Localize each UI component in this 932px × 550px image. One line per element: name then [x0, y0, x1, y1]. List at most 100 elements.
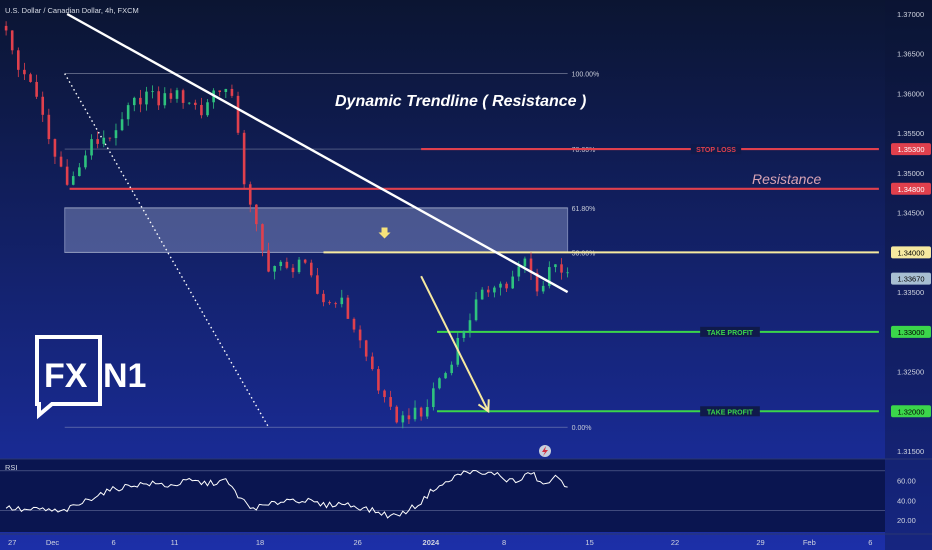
candle: [389, 397, 392, 407]
forecast-arrow-line: [420, 275, 490, 412]
candle: [4, 25, 8, 31]
stop-loss-label: STOP LOSS: [696, 147, 736, 154]
rsi-panel: RSI 60.00 40.00 20.00: [0, 458, 932, 532]
time-tick-12: 6: [868, 538, 872, 547]
candle: [78, 167, 81, 177]
candle: [462, 331, 466, 338]
candle: [65, 166, 69, 185]
fib-label-3: 50.00%: [572, 250, 596, 257]
candle: [90, 139, 93, 156]
candle: [273, 266, 276, 272]
fib-label-4: 0.00%: [572, 425, 592, 432]
price-tick-3: 1.35500: [897, 129, 924, 138]
time-tick-2: 6: [111, 538, 115, 547]
candle: [309, 262, 313, 276]
stop-loss-label-bg: [690, 144, 742, 155]
candle: [377, 369, 380, 391]
candle: [474, 299, 478, 321]
rsi-background: [0, 459, 885, 532]
time-tick-11: Feb: [803, 538, 816, 547]
candle: [493, 287, 496, 293]
fib-label-1: 78.60%: [572, 147, 596, 154]
candle: [303, 259, 307, 263]
candle: [548, 267, 551, 286]
candle: [328, 302, 331, 304]
price-tag-2: 1.34000: [897, 248, 924, 257]
candle: [47, 114, 51, 140]
candle: [84, 155, 87, 168]
resistance-zone: [64, 207, 569, 253]
candle: [96, 139, 99, 144]
price-tag-bg-0: [891, 143, 931, 156]
candle: [175, 90, 179, 99]
candle: [145, 91, 148, 105]
price-tick-1: 1.36500: [897, 50, 924, 59]
candle: [236, 95, 240, 133]
candle: [187, 102, 191, 104]
time-tick-6: 2024: [423, 538, 441, 547]
candle: [71, 176, 75, 185]
candle: [352, 318, 356, 330]
time-axis[interactable]: 27 Dec 6 11 18 26 2024 8 15 22 29 Feb 6: [0, 533, 932, 547]
price-tag-bg-3: [891, 272, 931, 285]
fib-label-2: 61.80%: [572, 206, 596, 213]
candle: [194, 102, 197, 105]
candle: [407, 415, 411, 420]
dynamic-trendline: [66, 12, 569, 294]
time-tick-10: 29: [756, 538, 764, 547]
candle: [218, 90, 222, 93]
candle: [413, 407, 417, 420]
candle: [480, 289, 484, 300]
candles: [4, 21, 569, 429]
candle: [285, 261, 289, 268]
take-profit-1-label: TAKE PROFIT: [707, 330, 754, 337]
price-tick-5: 1.34500: [897, 209, 924, 218]
candle: [10, 30, 14, 51]
candle: [395, 406, 399, 423]
candle: [444, 373, 447, 379]
down-arrow-marker: [378, 227, 391, 239]
candle: [230, 88, 234, 96]
time-tick-9: 22: [671, 538, 679, 547]
candle: [126, 105, 130, 120]
price-tag-bg-2: [891, 246, 931, 259]
candle: [163, 93, 167, 106]
candle: [554, 264, 557, 268]
candle: [151, 91, 154, 93]
candle: [371, 356, 374, 370]
rsi-label: RSI: [5, 463, 18, 472]
lightning-icon[interactable]: [539, 445, 551, 457]
price-tick-9: 1.32500: [897, 368, 924, 377]
candle: [255, 204, 258, 225]
price-tag-5: 1.32000: [897, 407, 924, 416]
candle: [486, 289, 490, 293]
candle: [224, 88, 228, 93]
candle: [248, 184, 252, 205]
candle: [535, 272, 539, 292]
time-tick-5: 26: [353, 538, 361, 547]
time-tick-0: 27: [8, 538, 16, 547]
candle: [450, 364, 453, 374]
candle: [438, 378, 441, 389]
time-tick-3: 11: [171, 538, 179, 547]
price-tag-bg-4: [891, 325, 931, 338]
candle: [499, 283, 502, 288]
candle: [340, 297, 344, 305]
candle: [358, 329, 362, 341]
candle: [566, 272, 569, 274]
price-tag-1: 1.34800: [897, 185, 924, 194]
candle: [108, 137, 112, 139]
logo-fx-text: FX: [44, 357, 88, 395]
candle: [419, 407, 423, 417]
trendline-label: Dynamic Trendline ( Resistance ): [335, 93, 586, 110]
candle: [242, 132, 246, 185]
fxn1-logo: FX N1: [35, 335, 146, 420]
price-tag-bg-5: [891, 405, 931, 418]
take-profit-1-label-bg: [700, 326, 760, 337]
logo-speech-bubble: [35, 335, 102, 420]
candle: [169, 93, 173, 99]
price-tick-4: 1.35000: [897, 169, 924, 178]
price-tag-3: 1.33670: [897, 275, 924, 284]
